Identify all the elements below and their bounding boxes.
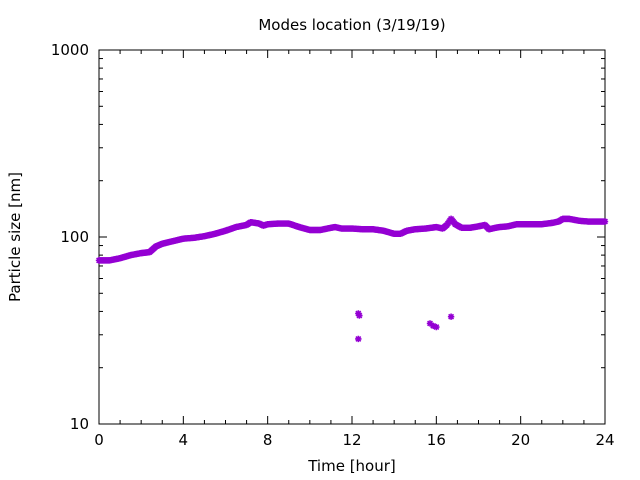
x-tick-label: 16 bbox=[427, 431, 446, 449]
x-tick-label: 12 bbox=[342, 431, 361, 449]
secondary-mode-point bbox=[433, 323, 440, 331]
y-tick-label: 10 bbox=[70, 415, 89, 433]
y-axis-label: Particle size [nm] bbox=[6, 172, 24, 302]
x-tick-label: 24 bbox=[595, 431, 614, 449]
x-tick-label: 0 bbox=[94, 431, 104, 449]
x-tick-label: 20 bbox=[511, 431, 530, 449]
secondary-mode-point bbox=[356, 312, 363, 319]
y-tick-label: 1000 bbox=[51, 41, 89, 59]
y-tick-label: 100 bbox=[60, 228, 89, 246]
secondary-mode-point bbox=[355, 335, 362, 343]
secondary-mode-point bbox=[447, 313, 455, 320]
axis-tick-labels: 0 4 8 12 16 20 24 10 100 1000 bbox=[51, 41, 615, 449]
axis-ticks bbox=[98, 50, 606, 425]
x-tick-label: 8 bbox=[263, 431, 273, 449]
plot-frame bbox=[98, 49, 606, 425]
x-axis-label: Time [hour] bbox=[307, 457, 396, 475]
main-mode-point bbox=[601, 218, 609, 225]
data-points bbox=[95, 215, 609, 343]
x-tick-label: 4 bbox=[179, 431, 189, 449]
secondary-mode-point bbox=[426, 320, 434, 327]
secondary-mode-point bbox=[429, 322, 437, 330]
chart-title: Modes location (3/19/19) bbox=[258, 16, 445, 34]
